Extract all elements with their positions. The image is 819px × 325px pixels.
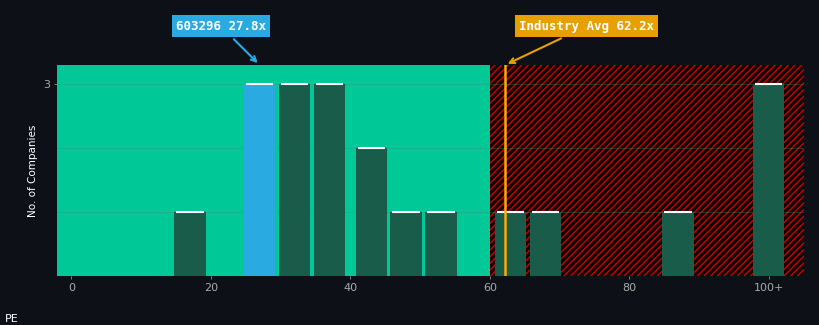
- Bar: [355, 148, 387, 276]
- Text: 603296 27.8x: 603296 27.8x: [176, 20, 265, 61]
- Y-axis label: No. of Companies: No. of Companies: [28, 124, 38, 217]
- Text: PE: PE: [5, 314, 19, 324]
- Text: Industry Avg 62.2x: Industry Avg 62.2x: [509, 20, 654, 63]
- Bar: [752, 84, 784, 276]
- Bar: [314, 84, 345, 276]
- Bar: [529, 212, 560, 276]
- Bar: [57, 65, 489, 276]
- Bar: [489, 65, 803, 276]
- Bar: [278, 84, 310, 276]
- Bar: [495, 212, 526, 276]
- Bar: [244, 84, 275, 276]
- Bar: [390, 212, 421, 276]
- Bar: [662, 212, 693, 276]
- Bar: [489, 65, 803, 276]
- Bar: [174, 212, 206, 276]
- Bar: [425, 212, 456, 276]
